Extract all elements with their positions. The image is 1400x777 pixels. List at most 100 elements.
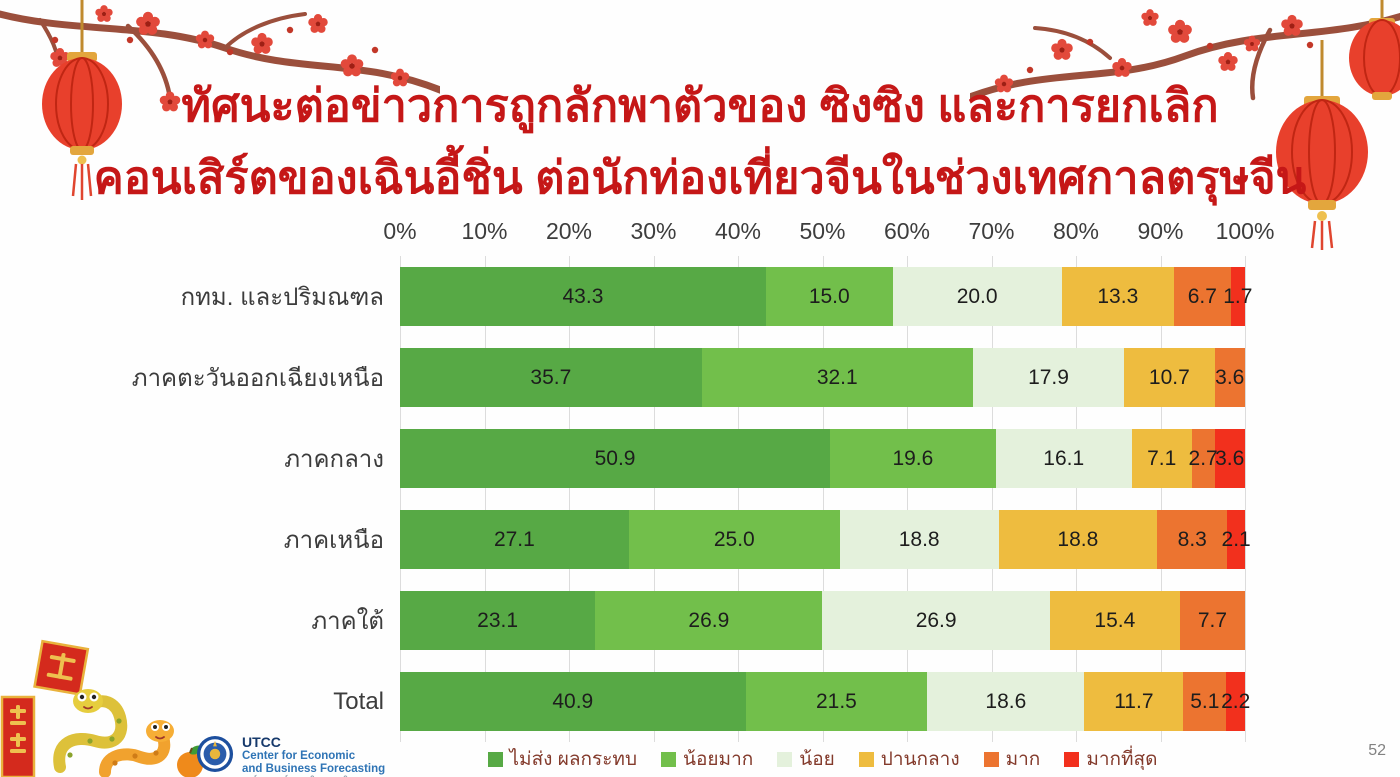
bar-segment: 8.3 [1157,510,1228,569]
category-label: ภาคใต้ [311,608,384,635]
bar-value-label: 35.7 [530,365,572,389]
bar-value-label: 25.0 [713,527,755,551]
gridline [907,256,908,742]
bar-segment: 2.7 [1188,429,1218,488]
page-title-line1: ทัศนะต่อข่าวการถูกลักพาตัวของ ซิงซิง และ… [181,80,1219,131]
stacked-bar: 40.9 21.5 18.6 11.7 5.1 2.2 [400,672,1250,731]
bar-value-label: 17.9 [1028,365,1069,389]
bar-segment: 3.6 [1214,348,1245,407]
bar-segment: 6.7 [1174,267,1231,326]
bar-segment: 11.7 [1084,672,1184,731]
category-label: กทม. และปริมณฑล [180,284,384,311]
stacked-bar: 43.3 15.0 20.0 13.3 6.7 1.7 [400,267,1252,326]
utcc-center-line2: and Business Forecasting [242,762,386,775]
utcc-footer: UTCC Center for Economic and Business Fo… [196,734,386,777]
axis-tick-label: 90% [1137,218,1184,244]
gridline [1245,256,1246,742]
bar-segment: 18.8 [998,510,1158,569]
bar-value-label: 19.6 [892,446,934,470]
legend-swatch [777,751,793,767]
stacked-bar-chart: กทม. และปริมณฑล 43.3 15.0 20.0 13.3 6.7 1.7 ภาค… [0,267,1252,731]
bar-value-label: 2.1 [1221,527,1251,551]
bar-value-label: 50.9 [594,446,636,470]
chart-row: ภาคเหนือ 27.1 25.0 18.8 18.8 8.3 2.1 [0,510,1251,569]
axis-tick-label: 10% [461,218,508,244]
axis-tick-label: 40% [714,218,762,244]
legend-swatch [858,751,874,767]
chart-row: ภาคใต้ 23.1 26.9 26.9 15.4 7.7 [0,591,1245,650]
bar-segment: 13.3 [1061,267,1174,326]
bar-value-label: 15.0 [808,284,850,308]
bar-value-label: 18.8 [898,527,940,551]
bar-value-label: 5.1 [1190,689,1220,713]
stacked-bar: 35.7 32.1 17.9 10.7 3.6 [400,348,1245,407]
bar-segment: 15.0 [765,267,893,326]
bar-value-label: 40.9 [552,689,594,713]
bar-value-label: 43.3 [562,284,604,308]
stacked-bar: 27.1 25.0 18.8 18.8 8.3 2.1 [400,510,1251,569]
bar-segment: 50.9 [400,429,831,488]
bar-value-label: 8.3 [1177,527,1207,551]
bar-value-label: 26.9 [688,608,730,632]
bar-segment: 2.1 [1222,510,1251,569]
chart-gridlines [400,256,1246,742]
chart-row: Total 40.9 21.5 18.6 11.7 5.1 2.2 [0,672,1250,731]
axis-tick-label: 80% [1052,218,1100,244]
bar-value-label: 21.5 [815,689,857,713]
bar-value-label: 13.3 [1097,284,1139,308]
legend-label: มากที่สุด [1086,749,1158,770]
bar-segment: 2.2 [1221,672,1250,731]
category-label: ภาคเหนือ [283,527,384,554]
gridline [1076,256,1077,742]
legend-swatch [487,751,503,767]
bar-value-label: 2.2 [1221,689,1251,713]
chart-legend: ไม่ส่ง ผลกระทบ น้อยมาก น้อย ปานกลาง มาก มากที… [400,744,1245,774]
gridline [991,256,993,742]
category-label: ภาคกลาง [284,446,384,473]
legend-label: ปานกลาง [880,749,960,770]
gridline [653,256,655,742]
stacked-bar: 23.1 26.9 26.9 15.4 7.7 [400,591,1245,650]
legend-item: น้อยมาก [661,744,753,774]
bar-value-label: 7.1 [1147,446,1177,470]
bar-value-label: 10.7 [1148,365,1190,389]
utcc-thai-line: ศูนย์พยากรณ์เศรษฐกิจและธุรกิจ [242,775,385,777]
legend-label: น้อยมาก [683,749,754,770]
bar-value-label: 27.1 [493,527,535,551]
category-label: Total [333,687,384,715]
axis-tick-label: 50% [799,218,846,244]
bar-segment: 25.0 [628,510,840,569]
category-label: ภาคตะวันออกเฉียงเหนือ [131,365,384,392]
bar-segment: 23.1 [400,591,596,650]
utcc-center-line1: Center for Economic [242,750,356,763]
bar-value-label: 7.7 [1197,608,1228,632]
bar-segment: 15.4 [1049,591,1180,650]
stacked-bar: 50.9 19.6 16.1 7.1 2.7 3.6 [400,429,1245,488]
bar-value-label: 11.7 [1114,689,1154,713]
gridline [738,256,739,742]
bar-segment: 16.1 [995,429,1132,488]
bar-value-label: 3.6 [1215,365,1245,389]
chart-row: ภาคตะวันออกเฉียงเหนือ 35.7 32.1 17.9 10.7 3.6 [0,348,1245,407]
legend-item: มากที่สุด [1064,744,1157,774]
bar-segment: 10.7 [1124,348,1215,407]
bar-segment: 3.6 [1214,429,1245,488]
bar-value-label: 2.7 [1188,446,1218,470]
legend-item: ไม่ส่ง ผลกระทบ [487,744,638,774]
utcc-logo-text: UTCC Center for Economic and Business Fo… [242,734,386,777]
legend-label: มาก [1005,749,1041,770]
axis-tick-label: 70% [968,218,1015,244]
bar-value-label: 23.1 [477,608,519,632]
page-title-line2: คอนเสิร์ตของเฉินอี้ชิ่น ต่อนักท่องเที่ยว… [93,152,1307,203]
gridline [484,256,486,742]
bar-segment: 7.1 [1131,429,1192,488]
gridline [822,256,824,742]
legend-item: มาก [983,744,1041,774]
bar-segment: 17.9 [972,348,1125,407]
page-number: 52 [1368,742,1386,759]
bar-segment: 7.7 [1179,591,1245,650]
legend-label: ไม่ส่ง ผลกระทบ [509,749,638,770]
bar-value-label: 1.7 [1223,284,1253,308]
legend-label: น้อย [799,749,835,770]
